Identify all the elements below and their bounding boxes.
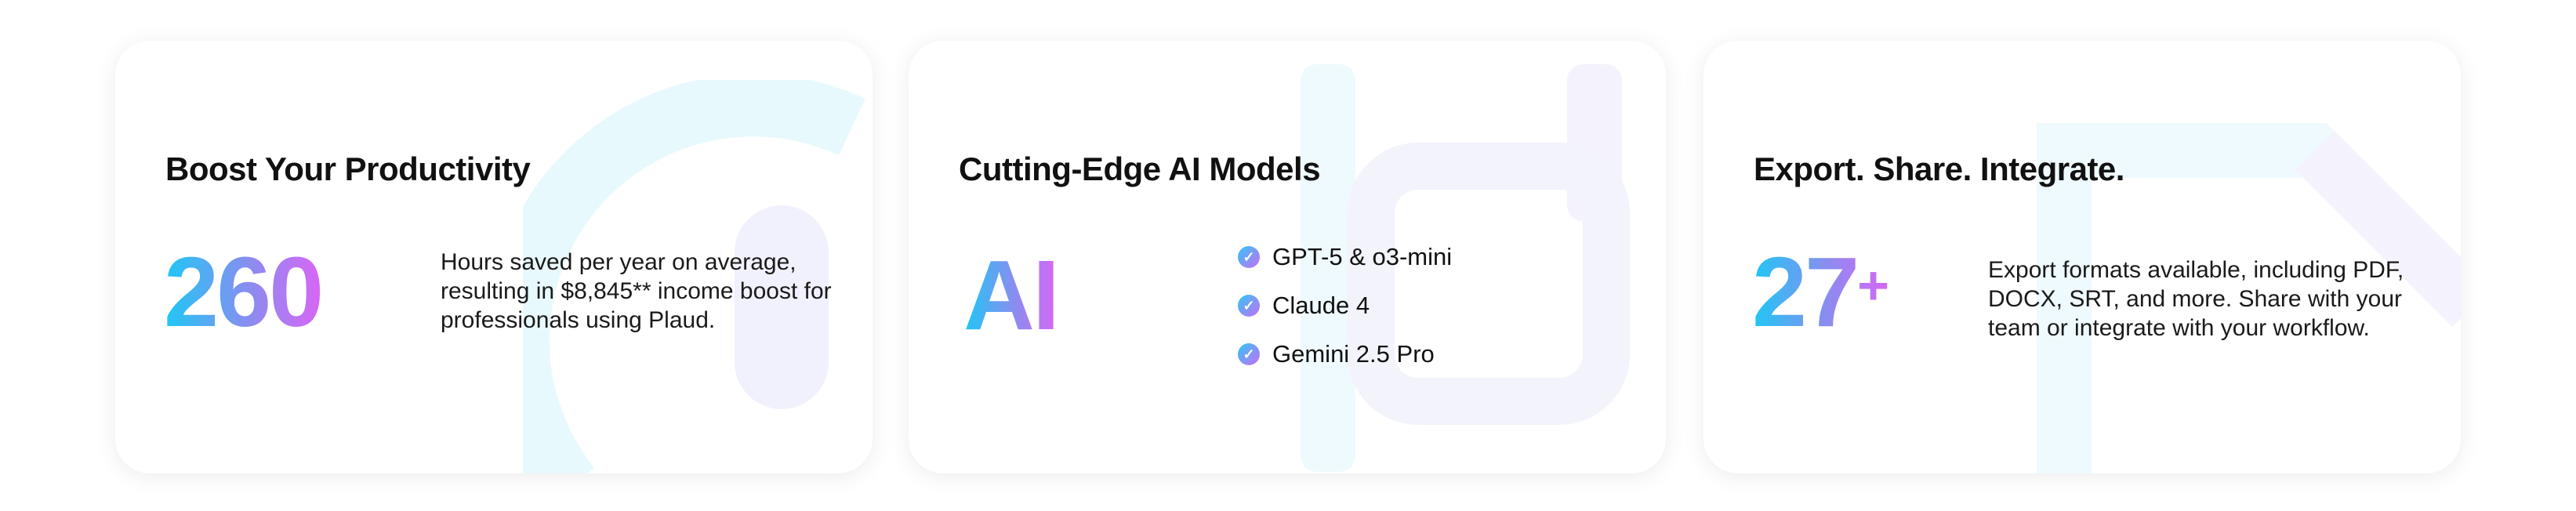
ai-models-card: Cutting-Edge AI Models AI ✓ GPT-5 & o3-mi… [909, 41, 1666, 473]
model-name: Claude 4 [1272, 292, 1370, 319]
stat-ai: AI [963, 240, 1060, 350]
productivity-card: Boost Your Productivity 260 Hours saved … [115, 41, 873, 473]
card-title: Cutting-Edge AI Models [959, 150, 1321, 187]
list-item: ✓ Gemini 2.5 Pro [1238, 330, 1452, 379]
stat-number: 260 [164, 237, 324, 347]
check-circle-icon: ✓ [1238, 343, 1260, 365]
stat-number: 27+ [1752, 243, 1889, 342]
card-title: Boost Your Productivity [165, 150, 531, 187]
stat-description: Export formats available, including PDF,… [1988, 257, 2404, 341]
stat-suffix: + [1857, 255, 1890, 316]
list-item: ✓ Claude 4 [1238, 281, 1452, 330]
check-circle-icon: ✓ [1238, 295, 1260, 317]
export-card: Export. Share. Integrate. 27+ Export for… [1703, 41, 2461, 473]
model-name: Gemini 2.5 Pro [1272, 340, 1435, 368]
model-name: GPT-5 & o3-mini [1272, 243, 1453, 270]
card-title: Export. Share. Integrate. [1754, 150, 2124, 187]
model-list: ✓ GPT-5 & o3-mini ✓ Claude 4 ✓ Gemini 2.5 P… [1238, 233, 1452, 379]
check-circle-icon: ✓ [1238, 246, 1260, 268]
list-item: ✓ GPT-5 & o3-mini [1238, 233, 1452, 281]
stat-description: Hours saved per year on average, resulti… [441, 249, 832, 333]
stat-value: 27 [1752, 237, 1858, 347]
